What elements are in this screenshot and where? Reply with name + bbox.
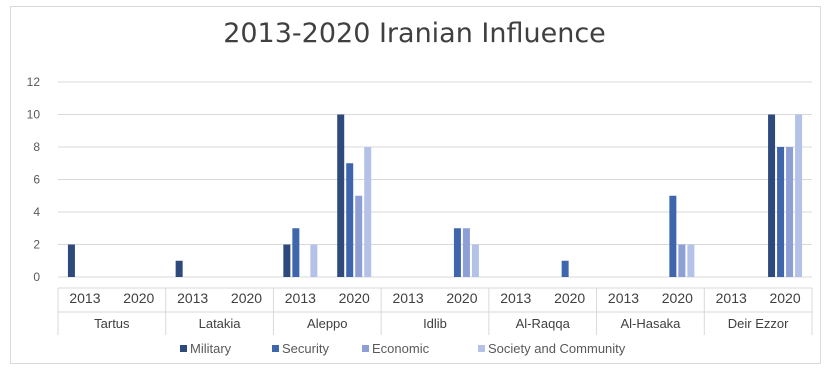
bar-security	[669, 195, 677, 277]
bar-military	[283, 244, 291, 277]
legend-swatch	[180, 345, 187, 352]
bar-economic	[678, 244, 686, 277]
legend: Military Security Economic Society and Comm…	[180, 341, 626, 356]
x-group-label: Tartus	[94, 316, 130, 331]
y-tick-label: 0	[33, 270, 40, 284]
bar-society-and-community	[687, 244, 695, 277]
bar-society-and-community	[364, 147, 372, 277]
x-tick-year: 2013	[716, 290, 747, 306]
x-tick-year: 2020	[446, 290, 477, 306]
legend-label: Security	[282, 341, 329, 356]
bar-security	[777, 147, 785, 277]
chart-title: 2013-2020 Iranian Influence	[223, 18, 606, 49]
x-tick-year: 2020	[554, 290, 585, 306]
x-axis-categories: 2013 2020 2013 2020 2013 2020 2013 2020 2013 2020…	[57, 287, 813, 335]
legend-label: Military	[190, 341, 232, 356]
bar-security	[453, 228, 461, 277]
legend-swatch	[272, 345, 279, 352]
gridlines	[58, 81, 812, 278]
bars	[67, 114, 803, 277]
bar-economic	[355, 195, 363, 277]
legend-swatch	[478, 345, 485, 352]
y-tick-label: 6	[33, 173, 40, 187]
bar-economic	[462, 228, 470, 277]
x-tick-year: 2013	[69, 290, 100, 306]
x-tick-year: 2020	[339, 290, 370, 306]
x-group-label: Idlib	[423, 316, 447, 331]
y-tick-label: 2	[33, 238, 40, 252]
bar-society-and-community	[795, 114, 803, 277]
bar-military	[67, 244, 75, 277]
legend-swatch	[362, 345, 369, 352]
legend-label: Economic	[372, 341, 430, 356]
legend-label: Society and Community	[488, 341, 626, 356]
x-tick-year: 2020	[662, 290, 693, 306]
bar-security	[292, 228, 300, 277]
x-group-label: Aleppo	[307, 316, 347, 331]
bar-military	[175, 260, 183, 277]
x-tick-year: 2013	[392, 290, 423, 306]
x-group-label: Deir Ezzor	[728, 316, 789, 331]
x-tick-year: 2020	[123, 290, 154, 306]
y-tick-label: 8	[33, 140, 40, 154]
x-group-label: Al-Hasaka	[620, 316, 681, 331]
y-tick-label: 4	[33, 205, 40, 219]
x-group-label: Al-Raqqa	[516, 316, 571, 331]
chart-frame	[10, 6, 821, 364]
bar-military	[337, 114, 345, 277]
bar-society-and-community	[310, 244, 318, 277]
y-axis-ticks: 0 2 4 6 8 10 12	[27, 75, 41, 284]
y-tick-label: 10	[27, 108, 41, 122]
bar-security	[346, 163, 354, 277]
y-tick-label: 12	[27, 75, 41, 89]
x-tick-year: 2013	[500, 290, 531, 306]
x-tick-year: 2020	[769, 290, 800, 306]
x-tick-year: 2013	[608, 290, 639, 306]
bar-security	[561, 260, 569, 277]
bar-economic	[786, 147, 794, 277]
x-tick-year: 2020	[231, 290, 262, 306]
x-tick-year: 2013	[285, 290, 316, 306]
x-group-label: Latakia	[199, 316, 242, 331]
bar-military	[768, 114, 776, 277]
bar-society-and-community	[471, 244, 479, 277]
x-tick-year: 2013	[177, 290, 208, 306]
